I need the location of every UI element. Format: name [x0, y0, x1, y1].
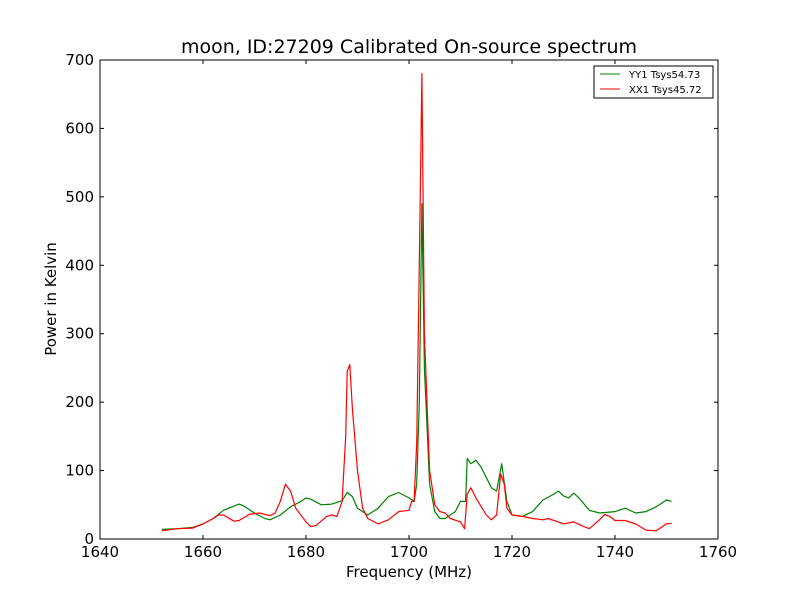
plot-frame	[99, 59, 719, 540]
x-tick-label: 1760	[699, 543, 737, 561]
x-tick-label: 1660	[184, 543, 222, 561]
x-tick-label: 1720	[493, 543, 531, 561]
series-line-yy1	[161, 203, 672, 530]
legend: YY1 Tsys54.73 XX1 Tsys45.72	[593, 65, 714, 99]
y-tick-label: 700	[65, 51, 94, 69]
x-tick-label: 1640	[81, 543, 119, 561]
legend-box	[593, 65, 714, 99]
legend-label-xx1: XX1 Tsys45.72	[629, 85, 702, 96]
x-tick-label: 1700	[390, 543, 428, 561]
y-axis-label: Power in Kelvin	[42, 242, 60, 356]
y-tick-label: 100	[65, 462, 94, 480]
legend-label-yy1: YY1 Tsys54.73	[628, 70, 700, 81]
y-tick-label: 200	[65, 393, 94, 411]
x-axis-label: Frequency (MHz)	[346, 563, 472, 581]
series-line-xx1	[161, 73, 672, 532]
y-tick-label: 0	[84, 530, 94, 548]
y-tick-label: 400	[65, 256, 94, 274]
x-tick-label: 1680	[287, 543, 325, 561]
y-tick-label: 300	[65, 325, 94, 343]
chart-title: moon, ID:27209 Calibrated On-source spec…	[181, 36, 637, 58]
y-tick-label: 600	[65, 119, 94, 137]
x-tick-label: 1740	[596, 543, 634, 561]
y-tick-label: 500	[65, 188, 94, 206]
